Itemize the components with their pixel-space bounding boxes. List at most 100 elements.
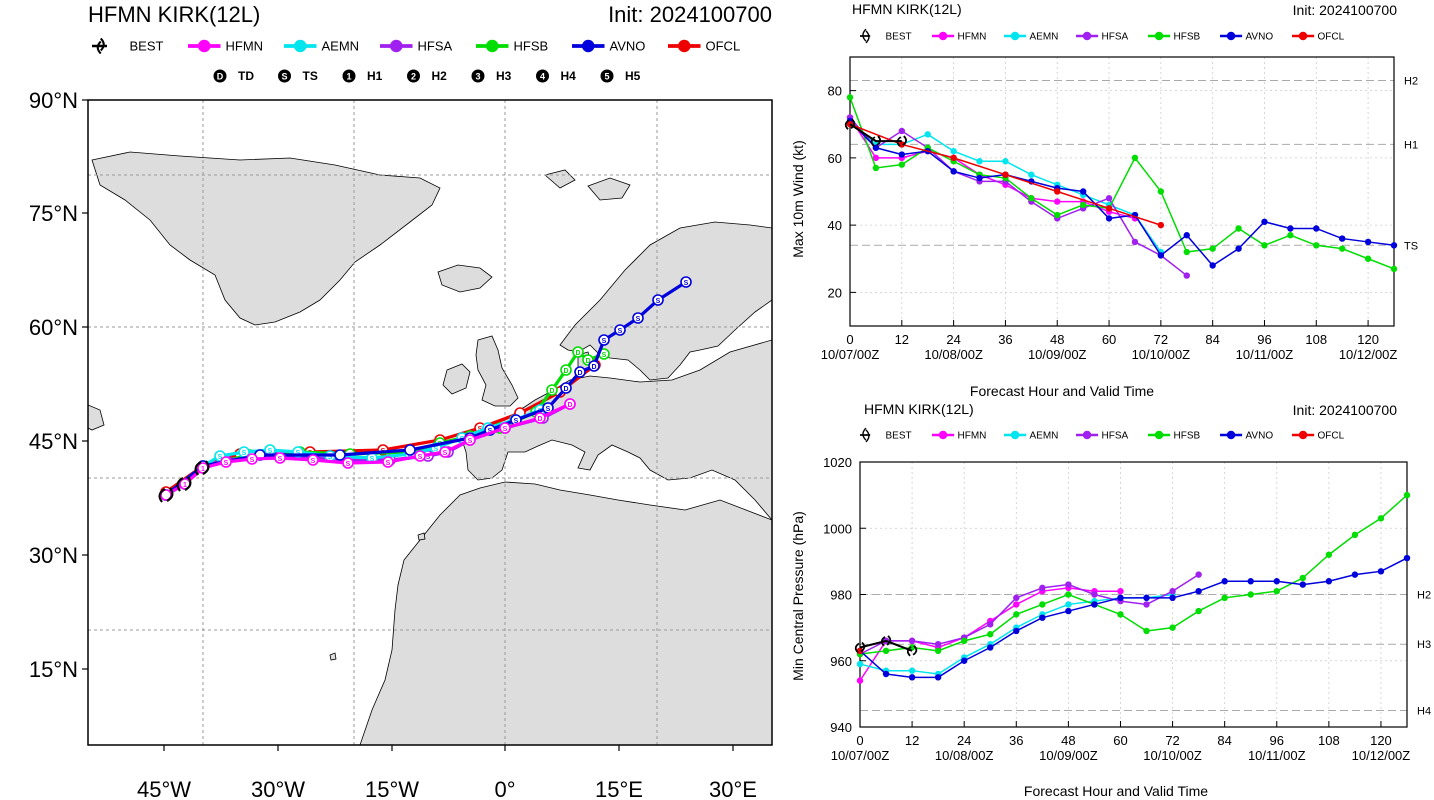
pressure-plot-frame (859, 461, 1408, 728)
wind-avno-point (898, 151, 906, 158)
intensity-key-label: H2 (432, 69, 448, 83)
pressure-legend-item-ofcl: OFCL (1292, 431, 1345, 442)
pressure-plot-area: H2 H3 H4 0 12 24 36 48 60 72 84 96 108 120 10/07/00Z 10… (823, 455, 1431, 763)
track-intensity-letter: S (346, 461, 351, 468)
wind-hfsb-point (1261, 242, 1268, 249)
wind-avno-point (1079, 188, 1087, 195)
lon-label: 0° (494, 777, 515, 800)
hfmn-legend-marker (198, 39, 211, 53)
wind-avno-point (872, 144, 880, 151)
pressure-avno-point (1091, 601, 1098, 608)
wind-x-tick-label: 60 (1102, 332, 1116, 347)
pressure-x-tick-label: 0 (856, 733, 863, 748)
pressure-hfsb-point (1403, 491, 1411, 499)
pressure-hfsb-point (1351, 531, 1359, 539)
wind-ofcl-point (950, 154, 957, 162)
hfsb-legend-marker (1154, 31, 1164, 41)
pressure-avno-point (1143, 594, 1150, 602)
wind-series-best (844, 118, 907, 147)
avno-track-point (680, 276, 692, 288)
wind-x-tick-label: 48 (1050, 332, 1064, 347)
pressure-hfsb-point (1065, 591, 1072, 598)
pressure-series-ofcl (856, 647, 864, 655)
pressure-hfsb-point (960, 637, 968, 645)
best-legend-label: BEST (886, 431, 912, 442)
intensity-symbol-icon (600, 69, 614, 83)
wind-legend-item-hfsb: HFSB (1148, 32, 1201, 43)
hurricane-symbol-icon (96, 37, 105, 55)
wind-y-tick-label: 80 (828, 84, 842, 99)
avno-legend-marker (1226, 31, 1236, 41)
wind-ofcl-point (1105, 205, 1113, 212)
aemn-legend-label: AEMN (1030, 431, 1059, 442)
pressure-legend-item-best: BEST (860, 427, 912, 443)
pressure-avno-point (1169, 594, 1176, 602)
intensity-key-h4: 4 H4 (536, 69, 576, 83)
wind-hfsb-point (1390, 265, 1398, 273)
pressure-legend-item-avno: AVNO (1220, 431, 1273, 442)
pressure-avno-point (908, 674, 916, 681)
pressure-hfsb-point (1377, 515, 1385, 522)
pressure-hfsa-point (1013, 594, 1020, 602)
intensity-symbol-letter: 3 (475, 72, 480, 82)
hfmn-track-point (414, 450, 426, 462)
track-intensity-letter: S (514, 418, 519, 425)
map-axis-labels: 90°N 75°N 60°N 45°N 30°N 15°N 45°W 30°W 15°W 0° 15… (29, 88, 757, 800)
wind-hfsa-line (849, 117, 1188, 277)
wind-plot-frame (849, 56, 1395, 327)
wind-legend-item-best: BEST (860, 28, 912, 44)
pressure-date-tick-label: 10/07/00Z (831, 748, 890, 763)
pressure-date-tick-label: 10/08/00Z (935, 748, 994, 763)
pressure-hfsb-point (1039, 601, 1046, 608)
wind-chart: HFMN KIRK(12L) Init: 2024100700 BEST HFMN… (790, 1, 1418, 399)
hfsb-legend-label: HFSB (1174, 32, 1201, 43)
track-intensity-letter: S (618, 328, 623, 335)
wind-date-tick-label: 10/09/00Z (1028, 347, 1087, 362)
pressure-avno-point (882, 670, 890, 678)
pressure-x-tick-label: 84 (1217, 733, 1231, 748)
track-intensity-letter: D (591, 364, 596, 371)
pressure-y-tick-label: 940 (830, 720, 852, 735)
track-intensity-letter: D (537, 416, 542, 423)
hurricane-symbol-icon (176, 476, 192, 492)
pressure-x-tick-label: 36 (1009, 733, 1023, 748)
pressure-best-line (859, 639, 913, 652)
intensity-symbol-icon (536, 69, 549, 83)
wind-hfsb-point (1338, 245, 1346, 252)
pressure-hfmn-point (1013, 601, 1020, 608)
intensity-symbol-icon (342, 69, 356, 83)
hfsb-track-point (560, 364, 572, 376)
wind-aemn-point (924, 131, 931, 138)
avno-track-point (614, 324, 626, 336)
map-title: HFMN KIRK(12L) (88, 2, 260, 27)
intensity-key-h5: 5 H5 (600, 69, 641, 83)
wind-avno-point (1261, 218, 1268, 225)
pressure-x-tick-label: 96 (1270, 733, 1284, 748)
wind-chart-legend: BEST HFMN AEMN HFSA HFSB AVNO OFCL (860, 28, 1345, 44)
wind-best-point (870, 135, 882, 147)
wind-best-point (896, 135, 907, 147)
pressure-aemn-point (908, 667, 916, 674)
track-intensity-letter: S (602, 338, 607, 345)
hfsa-legend-marker (390, 39, 403, 53)
hfsa-legend-label: HFSA (1102, 32, 1129, 43)
pressure-hfsa-point (1091, 591, 1098, 598)
intensity-symbol-icon (407, 69, 420, 83)
pressure-series-avno (856, 554, 1411, 681)
pressure-avno-point (1377, 568, 1385, 575)
pressure-hfmn-point (1117, 587, 1124, 595)
hfmn-track-point (464, 434, 476, 446)
wind-y-tick-label: 20 (828, 285, 842, 300)
intensity-key-label: TD (238, 69, 254, 83)
pressure-hfsb-point (1325, 551, 1333, 558)
pressure-hfsb-point (1273, 587, 1280, 595)
wind-chart-panel: HFMN KIRK(12L) Init: 2024100700 BEST HFMN… (790, 0, 1434, 400)
wind-x-tick-label: 120 (1357, 332, 1379, 347)
pressure-series-hfsb (856, 491, 1411, 658)
pressure-x-tick-label: 12 (905, 733, 919, 748)
wind-x-tick-label: 96 (1257, 332, 1271, 347)
map-legend-item-hfsa: HFSA (380, 39, 453, 54)
avno-legend-marker (1226, 430, 1236, 440)
track-intensity-letter: D (549, 388, 554, 395)
hfmn-track-point (564, 398, 576, 410)
